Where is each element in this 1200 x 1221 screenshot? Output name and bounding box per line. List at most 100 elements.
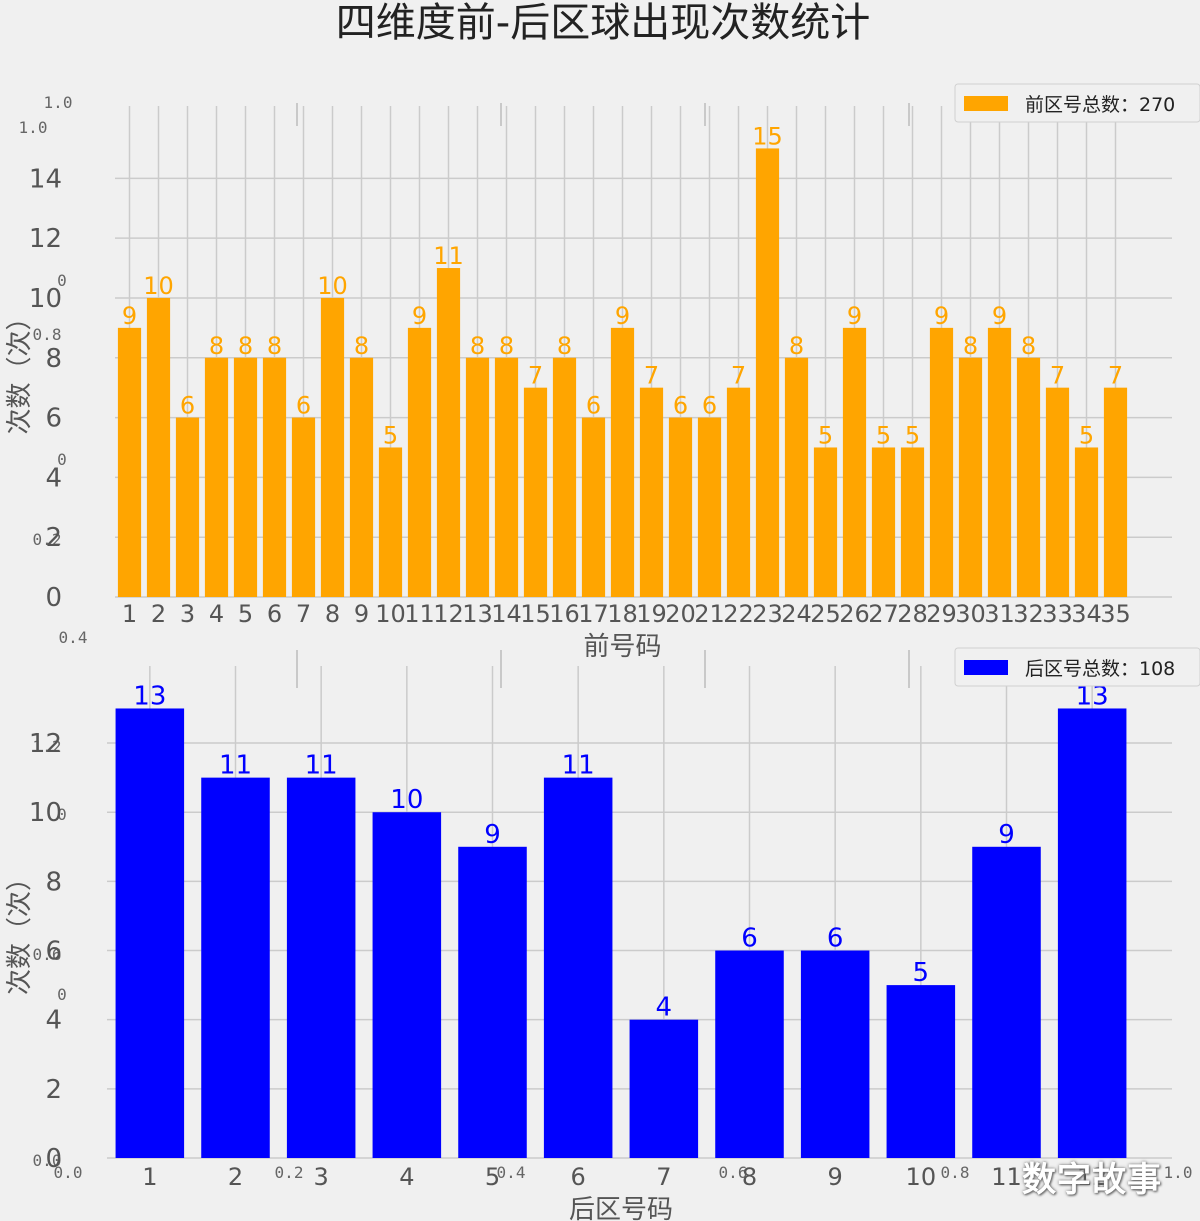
bar-value-label: 11 <box>305 751 338 781</box>
bar <box>552 357 577 597</box>
x-tick-label: 32 <box>1013 600 1044 628</box>
y-tick-label: 8 <box>45 867 62 897</box>
bar <box>755 148 780 597</box>
y-tick-label: 4 <box>45 1006 62 1036</box>
bar-value-label: 15 <box>752 122 783 150</box>
x-tick-label: 34 <box>1071 600 1102 628</box>
background-left-tick: 1.0 <box>44 93 73 112</box>
x-tick-label: 2 <box>151 600 166 628</box>
background-left-tick: 0.6 <box>33 945 62 964</box>
x-tick-label: 30 <box>955 600 986 628</box>
x-axis-label: 前号码 <box>583 632 661 662</box>
x-tick-label: 25 <box>810 600 841 628</box>
x-tick-label: 13 <box>462 600 493 628</box>
legend-swatch <box>964 660 1008 675</box>
bar-value-label: 5 <box>905 421 920 449</box>
bar <box>465 357 490 597</box>
legend-box <box>954 83 1200 123</box>
x-tick-label: 16 <box>549 600 580 628</box>
x-tick-label: 17 <box>578 600 609 628</box>
bar-value-label: 8 <box>1021 332 1036 360</box>
background-bottom-tick: 0.8 <box>941 1163 970 1182</box>
x-tick-label: 11 <box>404 600 435 628</box>
bar-value-label: 6 <box>586 392 601 420</box>
watermark-text: 数字故事 <box>1022 1160 1162 1200</box>
x-tick-label: 35 <box>1100 600 1131 628</box>
legend-label: 前区号总数：270 <box>1025 94 1175 116</box>
bar <box>697 417 722 597</box>
bar <box>668 417 693 597</box>
bar-value-label: 9 <box>998 820 1015 850</box>
x-tick-label: 8 <box>325 600 340 628</box>
x-tick-label: 5 <box>485 1163 500 1191</box>
bar <box>494 357 519 597</box>
x-tick-label: 12 <box>433 600 464 628</box>
bar-value-label: 8 <box>789 332 804 360</box>
y-tick-label: 0 <box>45 1144 62 1174</box>
bar-value-label: 7 <box>731 362 746 390</box>
bar-value-label: 6 <box>741 924 758 954</box>
bar <box>958 357 983 597</box>
bar <box>842 327 867 597</box>
x-tick-label: 11 <box>991 1163 1022 1191</box>
y-tick-label: 6 <box>45 404 62 434</box>
bar <box>1045 387 1070 597</box>
x-tick-label: 4 <box>399 1163 414 1191</box>
background-left-tick: 1.2 <box>33 737 62 756</box>
bar <box>378 447 403 597</box>
bar-value-label: 6 <box>673 392 688 420</box>
legend-label: 后区号总数：108 <box>1025 658 1175 680</box>
x-tick-label: 23 <box>752 600 783 628</box>
bar-value-label: 8 <box>557 332 572 360</box>
x-tick-label: 19 <box>636 600 667 628</box>
bar-value-label: 6 <box>702 392 717 420</box>
bar <box>639 387 664 597</box>
x-tick-label: 15 <box>520 600 551 628</box>
x-tick-label: 1 <box>142 1163 157 1191</box>
bar <box>523 387 548 597</box>
x-tick-label: 28 <box>897 600 928 628</box>
x-tick-label: 9 <box>354 600 369 628</box>
x-tick-label: 8 <box>742 1163 757 1191</box>
background-axis: 1.01.000.800.20.41.200.600.00.0 0.2 0.4 0.6… <box>19 93 1193 1182</box>
bar-value-label: 11 <box>562 751 595 781</box>
background-left-tick: 1.0 <box>19 118 48 137</box>
y-tick-label: 12 <box>29 224 62 254</box>
x-tick-label: 12 <box>1077 1163 1108 1191</box>
bar <box>146 297 171 597</box>
x-tick-label: 6 <box>267 600 282 628</box>
bar <box>715 950 784 1158</box>
legend-box <box>954 647 1200 687</box>
bar-value-label: 6 <box>180 392 195 420</box>
bar-value-label: 8 <box>209 332 224 360</box>
bar-value-label: 5 <box>876 421 891 449</box>
x-tick-label: 5 <box>238 600 253 628</box>
bar-value-label: 7 <box>644 362 659 390</box>
background-left-tick: 0 <box>57 805 67 824</box>
background-bottom-tick: 0.0 <box>54 1163 83 1182</box>
y-tick-label: 4 <box>45 463 62 493</box>
bar-value-label: 9 <box>934 302 949 330</box>
bar <box>900 447 925 597</box>
x-tick-label: 1 <box>122 600 137 628</box>
bar-value-label: 10 <box>390 785 423 815</box>
bar <box>1016 357 1041 597</box>
bar-value-label: 5 <box>913 958 930 988</box>
x-tick-label: 10 <box>906 1163 937 1191</box>
x-tick-label: 22 <box>723 600 754 628</box>
bar-value-label: 5 <box>383 421 398 449</box>
bar <box>543 777 613 1158</box>
y-tick-label: 6 <box>45 937 62 967</box>
background-left-tick: 0.2 <box>33 530 62 549</box>
bar-value-label: 9 <box>122 302 137 330</box>
bar-value-label: 13 <box>133 681 166 711</box>
bar-value-label: 8 <box>963 332 978 360</box>
bar-value-label: 5 <box>818 421 833 449</box>
x-tick-label: 7 <box>656 1163 671 1191</box>
bar <box>320 297 345 597</box>
x-tick-label: 6 <box>571 1163 586 1191</box>
front-zone-panel: 0246810121491102638485866710889510911111… <box>5 83 1200 662</box>
bar <box>726 387 751 597</box>
background-left-tick: 0 <box>57 450 67 469</box>
